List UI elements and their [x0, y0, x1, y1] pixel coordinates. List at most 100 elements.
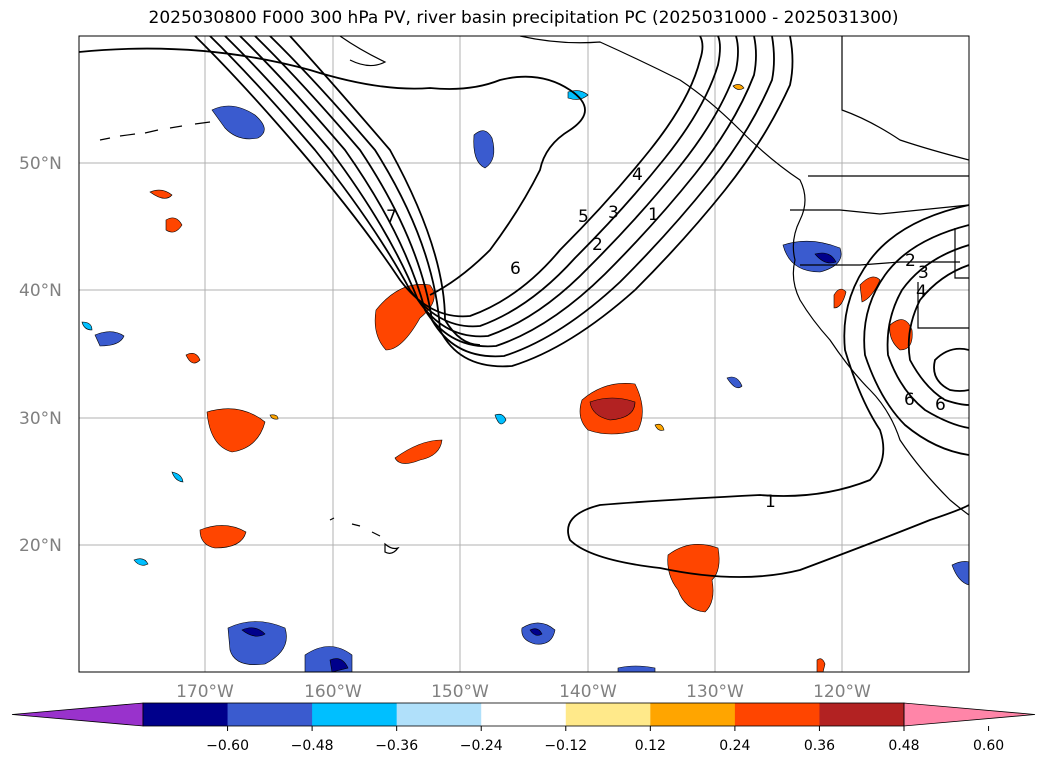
- pv-contour: [269, 36, 794, 368]
- pv-contour-label: 7: [386, 207, 397, 227]
- pv-contour-6-east: [933, 347, 969, 392]
- pv-contour: [239, 36, 757, 348]
- inland-border: [841, 36, 969, 161]
- precip-positive-blob: [199, 525, 247, 549]
- pv-contour-4-east: [907, 264, 969, 406]
- colorbar-cell: [312, 703, 398, 726]
- precip-negative-blob: [171, 471, 184, 483]
- colorbar-tick-label: −0.12: [544, 738, 587, 754]
- colorbar-extend-high: [903, 702, 1036, 727]
- lat-label-20n: 20°N: [19, 536, 62, 556]
- pv-contour-label: 3: [918, 263, 929, 283]
- state-border: [954, 228, 969, 279]
- latitude-labels: 50°N 40°N 30°N 20°N: [19, 154, 62, 556]
- pv-contour: [194, 36, 704, 318]
- precip-positive-blob: [859, 276, 881, 303]
- colorbar-cell: [650, 703, 736, 726]
- precip-positive-blob: [269, 414, 279, 420]
- pv-contour-label: 5: [578, 207, 589, 227]
- pv-contour-label: 4: [916, 282, 927, 302]
- state-border: [917, 282, 969, 329]
- longitude-labels: 170°W 160°W 150°W 140°W 130°W 120°W: [176, 682, 871, 702]
- precip-positive-blob: [654, 423, 665, 431]
- lon-label-120w: 120°W: [813, 682, 871, 702]
- precip-negative-blob: [211, 105, 265, 140]
- pv-contour: [209, 36, 721, 328]
- precip-negative-blob: [782, 240, 842, 273]
- pv-contour-label: 6: [935, 395, 946, 415]
- colorbar-tick-label: −0.24: [460, 738, 503, 754]
- pv-contour-label: 3: [608, 203, 619, 223]
- colorbar-extend-low: [11, 702, 144, 727]
- lat-label-50n: 50°N: [19, 154, 62, 174]
- lon-label-140w: 140°W: [559, 682, 617, 702]
- map-title: 2025030800 F000 300 hPa PV, river basin …: [148, 8, 899, 28]
- aleutian-islands: [99, 121, 211, 141]
- pv-contour-labels: 7 6 5 4 3 2 1 1 2 3 4 6 6: [386, 165, 946, 512]
- precip-negative-blob: [133, 558, 149, 566]
- precip-positive-blob: [589, 397, 636, 421]
- map-frame: [78, 35, 970, 673]
- precip-positive-blob: [394, 439, 443, 464]
- pv-contour: [254, 36, 775, 358]
- colorbar-cell: [227, 703, 313, 726]
- lon-label-150w: 150°W: [431, 682, 489, 702]
- precip-positive-blob: [149, 189, 173, 199]
- colorbar-tick-label: 0.48: [888, 738, 919, 754]
- pv-contour-label: 4: [632, 165, 643, 185]
- pv-contour-label: 2: [905, 251, 916, 271]
- colorbar-tick-label: 0.12: [635, 738, 666, 754]
- precip-positive-blob: [732, 84, 745, 90]
- colorbar-cell: [734, 703, 820, 726]
- lon-label-130w: 130°W: [686, 682, 744, 702]
- precip-negative-blob: [814, 252, 837, 264]
- pv-contour: [79, 47, 586, 296]
- colorbar-cell: [396, 703, 482, 726]
- pv-contour: [224, 36, 739, 338]
- lat-label-40n: 40°N: [19, 281, 62, 301]
- colorbar-tick-label: −0.36: [375, 738, 418, 754]
- colorbar-tick-label: −0.48: [291, 738, 334, 754]
- pv-contours: [79, 36, 969, 578]
- hawaiian-islands: [329, 517, 400, 554]
- pv-contour-1-east: [567, 204, 969, 578]
- north-america-coast: [519, 36, 969, 516]
- alaska-coast: [339, 36, 387, 67]
- pv-contour-label: 6: [904, 390, 915, 410]
- precip-negative-blob: [529, 628, 543, 636]
- colorbar-cell: [819, 703, 905, 726]
- precip-negative-blob: [494, 413, 507, 425]
- pv-contour-label: 1: [648, 205, 659, 225]
- pv-contour-2-east: [863, 224, 969, 456]
- precip-positive-blob: [165, 217, 183, 233]
- pv-contour-label: 1: [765, 492, 776, 512]
- colorbar-cell: [481, 703, 567, 726]
- precip-negative-blob: [726, 376, 743, 389]
- precip-negative-blob: [951, 561, 969, 586]
- pv-contour-label: 6: [510, 259, 521, 279]
- precip-field: [81, 84, 969, 672]
- lon-label-160w: 160°W: [304, 682, 362, 702]
- precip-negative-blob: [94, 331, 125, 347]
- pv-contour-3-east: [886, 244, 969, 429]
- map-area: [79, 36, 969, 672]
- precip-positive-blob: [889, 319, 913, 351]
- colorbar-outline: [142, 702, 905, 727]
- state-border: [790, 204, 969, 215]
- precip-positive-blob: [667, 543, 720, 613]
- precip-negative-blob: [617, 665, 656, 672]
- pv-contour: [289, 36, 481, 346]
- lat-label-30n: 30°N: [19, 409, 62, 429]
- precip-positive-blob: [816, 658, 826, 672]
- precip-positive-blob: [833, 288, 847, 309]
- precip-positive-blob: [206, 408, 266, 453]
- precip-negative-blob: [81, 321, 93, 331]
- colorbar: −0.60 −0.48 −0.36 −0.24 −0.12 0.12 0.24 0.36 0.4…: [11, 702, 1036, 754]
- precip-negative-blob: [329, 658, 349, 672]
- precip-negative-blob: [473, 130, 495, 169]
- colorbar-cell: [565, 703, 651, 726]
- precip-positive-blob: [185, 353, 201, 364]
- colorbar-cell: [143, 703, 229, 726]
- colorbar-tick-label: 0.60: [973, 738, 1004, 754]
